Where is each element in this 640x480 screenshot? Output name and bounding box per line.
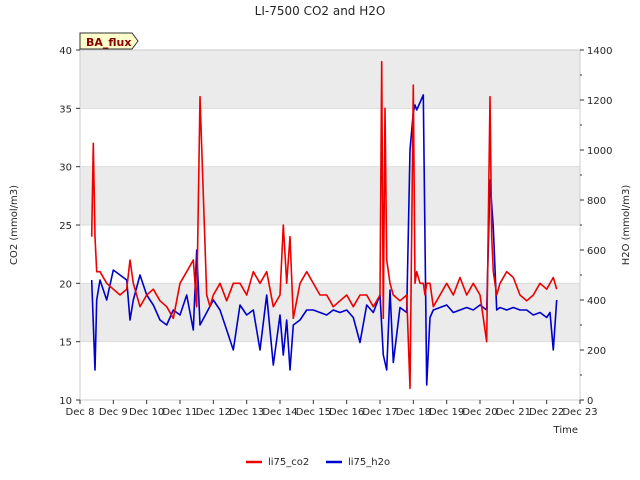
series-line-li75_h2o	[90, 94, 558, 386]
band-5	[80, 50, 580, 109]
left-tick-label-3: 25	[59, 221, 72, 232]
right-tick-label-6: 1200	[587, 96, 612, 107]
site-badge-box	[79, 32, 139, 50]
x-tick-label-3: Dec 11	[162, 407, 197, 418]
x-axis-label: Time	[553, 425, 578, 436]
left-axis-ticks: 10 15 20 25 30 35 40	[59, 46, 80, 407]
x-tick-label-13: Dec 21	[496, 407, 531, 418]
x-tick-label-12: Dec 20	[462, 407, 497, 418]
legend-label-h2o: li75_h2o	[348, 457, 390, 468]
right-tick-label-7: 1400	[587, 46, 612, 57]
x-tick-label-9: Dec 17	[362, 407, 397, 418]
right-tick-label-3: 600	[587, 246, 606, 257]
x-tick-label-7: Dec 15	[296, 407, 331, 418]
chart-title: LI-7500 CO2 and H2O	[255, 4, 386, 18]
left-tick-label-0: 10	[59, 396, 72, 407]
x-tick-label-14: Dec 22	[529, 407, 564, 418]
y-axis-label-right: H2O (mmol/m3)	[621, 185, 632, 266]
left-tick-label-4: 30	[59, 163, 72, 174]
right-tick-label-4: 800	[587, 196, 606, 207]
series-layer	[90, 60, 558, 390]
right-tick-label-1: 200	[587, 346, 606, 357]
left-tick-label-2: 20	[59, 279, 72, 290]
band-3	[80, 166, 580, 225]
x-tick-label-0: Dec 8	[66, 407, 95, 418]
x-tick-label-11: Dec 19	[429, 407, 464, 418]
background-bands	[80, 50, 580, 342]
x-tick-label-10: Dec 18	[396, 407, 431, 418]
x-tick-label-5: Dec 13	[229, 407, 264, 418]
left-tick-label-5: 35	[59, 104, 72, 115]
right-tick-label-5: 1000	[587, 146, 612, 157]
legend: li75_co2 li75_h2o	[246, 457, 390, 468]
left-tick-label-1: 15	[59, 338, 72, 349]
y-axis-label-left: CO2 (mmol/m3)	[9, 185, 20, 265]
site-badge: BA_flux	[79, 32, 139, 50]
right-tick-label-0: 0	[587, 396, 593, 407]
x-tick-label-8: Dec 16	[329, 407, 364, 418]
x-tick-label-2: Dec 10	[129, 407, 164, 418]
x-tick-label-6: Dec 14	[262, 407, 297, 418]
legend-label-co2: li75_co2	[268, 457, 309, 468]
x-tick-label-1: Dec 9	[99, 407, 128, 418]
series-line-li75_co2	[90, 60, 558, 390]
x-tick-label-15: Dec 23	[562, 407, 597, 418]
right-tick-label-2: 400	[587, 296, 606, 307]
right-axis-ticks: 0 200 400 600 800 1000 1200 1400	[580, 46, 612, 407]
site-badge-label: BA_flux	[86, 36, 131, 49]
left-tick-label-6: 40	[59, 46, 72, 57]
x-tick-label-4: Dec 12	[196, 407, 231, 418]
